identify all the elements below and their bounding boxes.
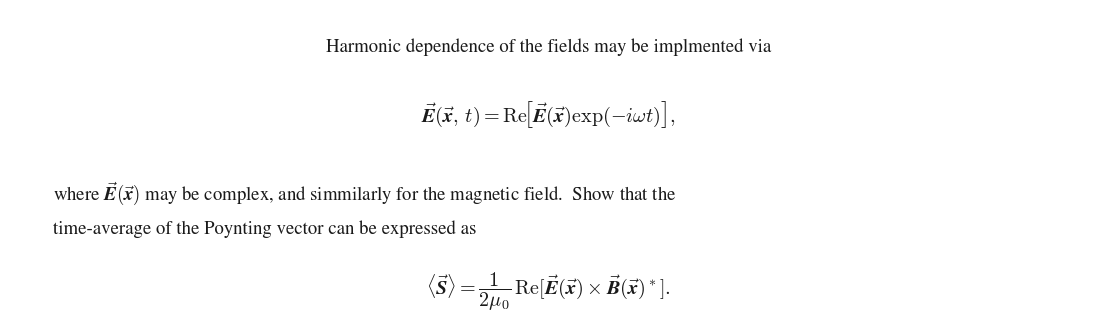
Text: $\vec{\boldsymbol{E}}(\vec{\boldsymbol{x}},\,t) = \mathrm{Re}\!\left[\vec{\bolds: $\vec{\boldsymbol{E}}(\vec{\boldsymbol{x…	[421, 99, 676, 130]
Text: $\langle\vec{\boldsymbol{S}}\rangle = \dfrac{1}{2\mu_0}\,\mathrm{Re}[\vec{\bolds: $\langle\vec{\boldsymbol{S}}\rangle = \d…	[426, 270, 671, 313]
Text: Harmonic dependence of the fields may be implmented via: Harmonic dependence of the fields may be…	[326, 39, 771, 56]
Text: time-average of the Poynting vector can be expressed as: time-average of the Poynting vector can …	[53, 221, 476, 238]
Text: where $\vec{\boldsymbol{E}}(\vec{\boldsymbol{x}})$ may be complex, and simmilarl: where $\vec{\boldsymbol{E}}(\vec{\boldsy…	[53, 180, 676, 207]
